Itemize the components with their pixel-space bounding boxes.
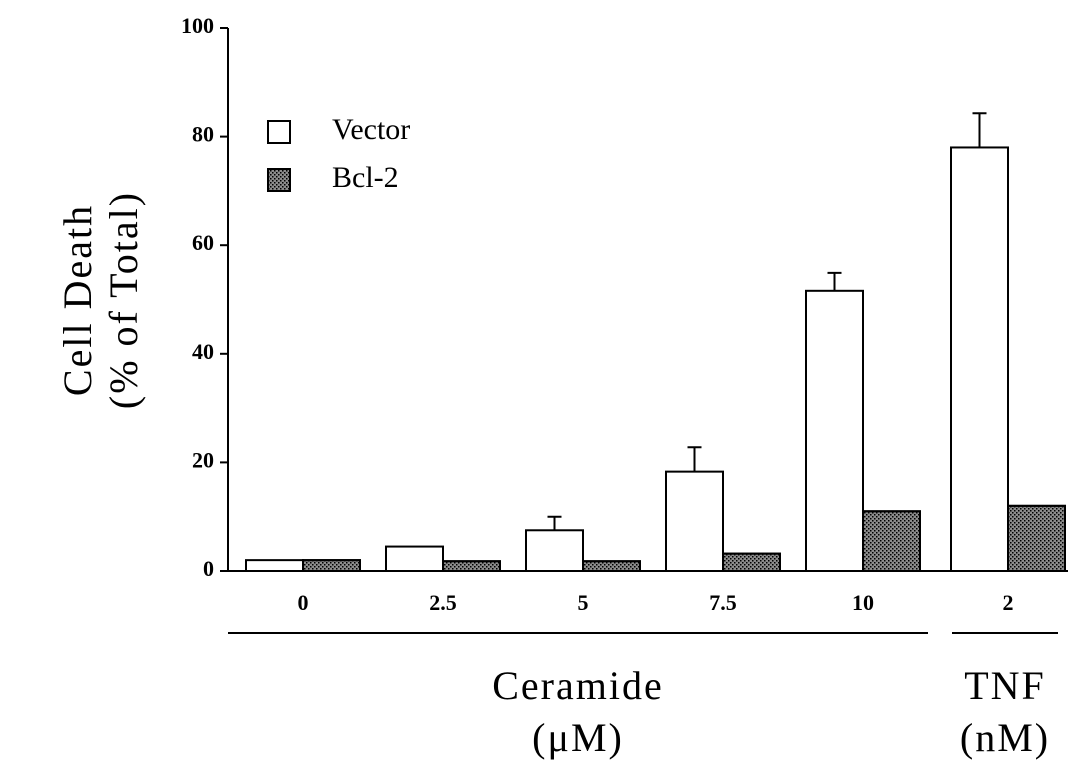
group-unit: (nM) (960, 715, 1050, 760)
bar (385, 545, 444, 573)
y-axis-label: (% of Total) (101, 191, 146, 409)
y-tick-label: 60 (192, 230, 214, 255)
bar-texture (1007, 504, 1066, 572)
bar-texture (862, 510, 921, 572)
error-bar (687, 446, 702, 472)
bar-texture (302, 559, 361, 573)
y-tick-label: 40 (192, 339, 214, 364)
x-tick-label: 2.5 (429, 590, 457, 615)
x-tick-label: 2 (1003, 590, 1014, 615)
bar (525, 529, 584, 573)
y-axis-label: Cell Death (55, 204, 100, 396)
y-tick-label: 80 (192, 122, 214, 147)
bar (245, 559, 304, 573)
legend-swatch (267, 120, 291, 144)
legend-label: Vector (332, 113, 410, 146)
group-label: Ceramide (492, 663, 664, 708)
y-tick-label: 20 (192, 447, 214, 472)
bar (665, 470, 724, 573)
bar (805, 289, 864, 572)
legend-label: Bcl-2 (332, 161, 399, 194)
error-bar (972, 112, 987, 148)
x-tick-label: 10 (852, 590, 874, 615)
group-label: TNF (964, 663, 1046, 708)
x-tick-label: 7.5 (709, 590, 737, 615)
x-tick-label: 0 (298, 590, 309, 615)
bar-texture (442, 560, 501, 573)
error-bar (827, 271, 842, 291)
group-unit: (μM) (532, 715, 624, 760)
bar-texture (582, 560, 641, 573)
x-tick-label: 5 (578, 590, 589, 615)
y-tick-label: 100 (181, 13, 214, 38)
legend-swatch-texture (267, 168, 291, 192)
bar-texture (722, 552, 781, 573)
error-bar (547, 515, 562, 531)
y-tick-label: 0 (203, 556, 214, 581)
bar (950, 146, 1009, 573)
